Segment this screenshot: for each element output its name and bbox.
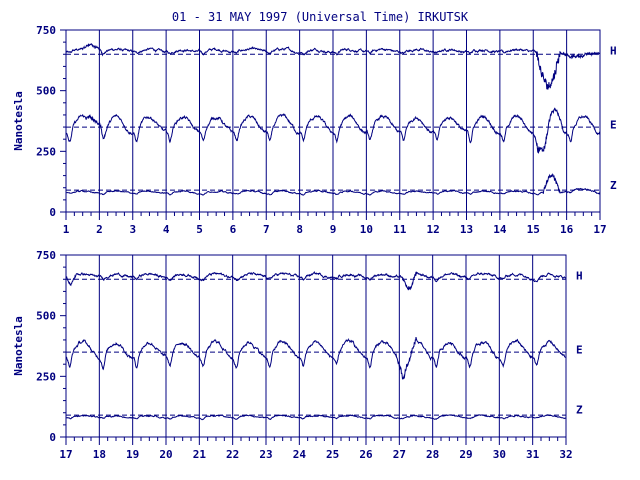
- series-label-h: H: [576, 270, 583, 283]
- x-tick-label: 16: [560, 223, 574, 236]
- x-tick-label: 25: [326, 448, 339, 461]
- x-tick-label: 3: [129, 223, 136, 236]
- series-label-h: H: [610, 45, 617, 58]
- y-tick-label: 0: [49, 206, 56, 219]
- y-axis-label: Nanotesla: [12, 316, 25, 376]
- panel-2: 17 18 19 20 21 22 23 24 25 26 27 28 29 30 31 32 0 250 500 7…: [12, 249, 583, 461]
- x-tick-label: 8: [296, 223, 303, 236]
- panel-1: 1 2 3 4 5 6 7 8 9 10 11 12 13 14 15 16 170250500750Nanot…: [12, 24, 617, 236]
- x-tick-label: 10: [360, 223, 373, 236]
- x-tick-label: 2: [96, 223, 103, 236]
- chart-title: 01 - 31 MAY 1997 (Universal Time) IRKUTS…: [172, 10, 469, 24]
- x-tick-label: 17: [59, 448, 72, 461]
- x-tick-label: 18: [93, 448, 106, 461]
- series-line-h: [65, 43, 601, 90]
- series-label-e: E: [610, 119, 617, 132]
- y-tick-label: 250: [36, 370, 56, 383]
- y-tick-label: 500: [36, 310, 56, 323]
- series-line-h: [66, 271, 567, 291]
- x-tick-label: 7: [263, 223, 270, 236]
- x-tick-label: 17: [593, 223, 606, 236]
- x-tick-label: 6: [230, 223, 237, 236]
- x-tick-label: 26: [359, 448, 373, 461]
- x-tick-label: 30: [493, 448, 506, 461]
- x-tick-label: 13: [460, 223, 473, 236]
- x-tick-label: 23: [259, 448, 272, 461]
- y-tick-label: 0: [49, 431, 56, 444]
- x-tick-label: 22: [226, 448, 239, 461]
- series-label-z: Z: [610, 179, 617, 192]
- y-tick-label: 250: [36, 145, 56, 158]
- series-line-z: [66, 414, 567, 421]
- series-label-e: E: [576, 344, 583, 357]
- y-axis-label: Nanotesla: [12, 91, 25, 151]
- x-tick-label: 4: [163, 223, 170, 236]
- x-tick-label: 20: [159, 448, 172, 461]
- x-tick-label: 32: [559, 448, 572, 461]
- x-tick-label: 29: [459, 448, 472, 461]
- x-tick-label: 1: [63, 223, 70, 236]
- x-tick-label: 31: [526, 448, 540, 461]
- x-tick-label: 12: [427, 223, 440, 236]
- x-tick-label: 21: [193, 448, 207, 461]
- series-line-z: [65, 172, 601, 196]
- series-line-e: [65, 337, 567, 380]
- x-tick-label: 19: [126, 448, 139, 461]
- x-tick-label: 5: [196, 223, 203, 236]
- y-tick-label: 500: [36, 85, 56, 98]
- x-tick-label: 11: [393, 223, 407, 236]
- x-tick-label: 27: [393, 448, 406, 461]
- x-tick-label: 24: [293, 448, 307, 461]
- x-tick-label: 14: [493, 223, 507, 236]
- series-label-z: Z: [576, 403, 583, 416]
- y-tick-label: 750: [36, 24, 56, 37]
- y-tick-label: 750: [36, 249, 56, 262]
- x-tick-label: 15: [527, 223, 540, 236]
- x-tick-label: 28: [426, 448, 439, 461]
- plot-frame: [65, 254, 567, 438]
- series-line-e: [65, 107, 601, 154]
- x-tick-label: 9: [330, 223, 337, 236]
